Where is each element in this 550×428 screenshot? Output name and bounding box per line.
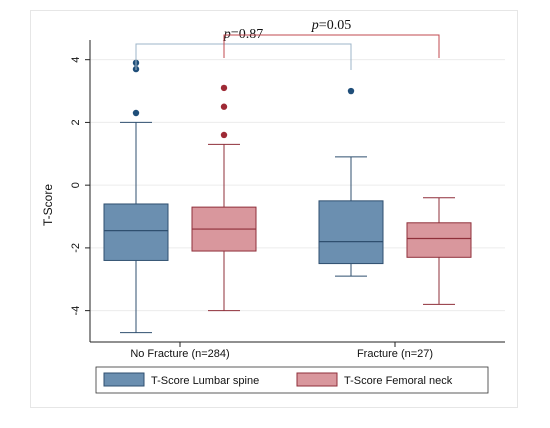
legend-label-lumbar: T-Score Lumbar spine [151,375,259,387]
legend-label-femoral: T-Score Femoral neck [344,375,453,387]
iqr-box [318,200,384,265]
y-tick-label: 2 [70,119,82,125]
outlier-point [132,109,140,117]
category-label-no-fracture: No Fracture (n=284) [130,348,229,360]
outlier-point [347,87,355,95]
significance-bracket-0: p=0.87 [135,27,352,70]
y-tick-label: 0 [70,182,82,188]
bracket-line [135,43,352,70]
y-tick-label: 4 [70,57,82,63]
axis-layer: 4 2 0 -2 -4 [70,40,505,347]
legend-swatch-femoral [296,372,338,387]
box-0-0 [103,59,169,334]
outlier-point [220,84,228,92]
p-value: =0.05 [319,18,351,33]
legend-swatch-lumbar [103,372,145,387]
significance-bracket-1: p=0.05 [223,18,440,58]
annotation-layer: p=0.87p=0.05 [135,18,440,70]
legend-border [95,366,489,394]
p-value-label: p=0.05 [311,18,351,33]
y-tick-label: -2 [70,243,82,253]
iqr-box [406,222,472,258]
legend: T-Score Lumbar spine T-Score Femoral nec… [95,366,489,394]
box-1-0 [191,84,257,312]
p-symbol: p [311,18,319,33]
outlier-point [220,131,228,139]
category-label-fracture: Fracture (n=27) [357,348,433,360]
box-layer [103,59,472,334]
box-0-1 [318,87,384,277]
iqr-box [103,203,169,261]
grid-layer [90,59,505,312]
y-axis-title: T-Score [41,184,55,226]
y-tick-label: -4 [70,306,82,316]
box-1-1 [406,197,472,305]
bracket-line [223,34,440,58]
outlier-point [220,103,228,110]
